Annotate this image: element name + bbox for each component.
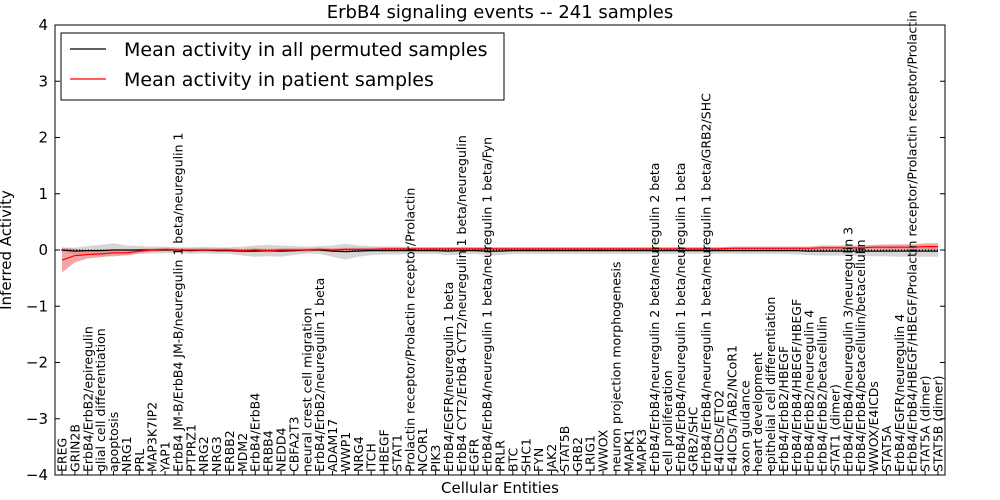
x-category-label: STAT5B (dimer) bbox=[931, 376, 946, 472]
x-category-label: glial cell differentiation bbox=[93, 328, 108, 472]
x-category-label: ErbB4/ErbB4/neuregulin 1 beta/neuregulin… bbox=[699, 93, 714, 472]
y-tick-label: −4 bbox=[26, 466, 48, 484]
chart-title: ErbB4 signaling events -- 241 samples bbox=[327, 2, 674, 23]
x-category-label: STAT5A bbox=[879, 425, 894, 472]
y-tick-label: 0 bbox=[38, 241, 48, 259]
x-category-label: LRIG1 bbox=[583, 435, 598, 472]
x-category-label: WWP1 bbox=[338, 432, 353, 472]
x-category-label: ErbB4/ErbB2/betacellulin bbox=[815, 316, 830, 472]
x-category-label: MAP3K7IP2 bbox=[145, 402, 160, 472]
x-category-label: BTC bbox=[505, 448, 520, 472]
x-category-label: PTPRZ1 bbox=[183, 424, 198, 472]
x-category-label: HBEGF bbox=[377, 429, 392, 472]
legend: Mean activity in all permuted samples Me… bbox=[60, 32, 505, 101]
y-tick-label: 1 bbox=[38, 185, 48, 203]
x-category-label: ADAM17 bbox=[325, 419, 340, 472]
x-category-label: ErbB4/ErbB4/neuregulin 1 beta/neuregulin… bbox=[673, 163, 688, 472]
x-category-label: ErbB4/EGFR/neuregulin 4 bbox=[892, 314, 907, 472]
x-category-label: ErbB4/ErbB2/neuregulin 4 bbox=[802, 310, 817, 472]
x-category-label: cell proliferation bbox=[660, 370, 675, 472]
line-patient bbox=[61, 246, 938, 261]
x-category-label: MAPK3 bbox=[634, 429, 649, 472]
x-category-label: E4ICDs/ETO2 bbox=[712, 390, 727, 472]
x-category-label: GRB2/SHC bbox=[686, 407, 701, 472]
x-category-label: neural crest cell migration bbox=[299, 308, 314, 472]
x-category-label: NCOR1 bbox=[415, 427, 430, 472]
y-tick-label: −3 bbox=[26, 410, 48, 428]
x-category-label: NRG3 bbox=[209, 436, 224, 472]
x-category-label: STAT5A (dimer) bbox=[918, 376, 933, 472]
x-category-label: YAP1 bbox=[158, 441, 173, 473]
x-category-label: ErbB4 CYT2/ErbB4 CYT2/neuregulin 1 beta/… bbox=[454, 135, 469, 472]
x-category-label: MAPK1 bbox=[621, 429, 636, 472]
x-category-label: FYN bbox=[531, 448, 546, 472]
legend-label-patient: Mean activity in patient samples bbox=[124, 69, 434, 91]
x-category-label: CBFA2T3 bbox=[286, 417, 301, 472]
x-category-label: ErbB4/ErbB4/HBEGF/HBEGF/Prolactin recept… bbox=[905, 10, 920, 472]
x-category-label: EGFR bbox=[467, 438, 482, 472]
y-tick-label: 3 bbox=[38, 72, 48, 90]
x-category-label: Prolactin receptor/Prolactin receptor/Pr… bbox=[402, 188, 417, 472]
x-category-label: ErbB4/ErbB4/HBEGF/HBEGF bbox=[789, 299, 804, 472]
x-category-label: NRG2 bbox=[196, 436, 211, 472]
x-category-label: ErbB4/ErbB2/neuregulin 1 beta bbox=[312, 278, 327, 472]
x-category-label: PIK3 bbox=[428, 445, 443, 472]
x-category-label: WWOX/E4ICDs bbox=[866, 381, 881, 472]
x-category-label: NRG1 bbox=[119, 436, 134, 472]
x-category-label: ErbB4/ErbB4/neuregulin 2 beta/neuregulin… bbox=[647, 163, 662, 472]
x-category-label: ErbB4/ErbB4 bbox=[248, 393, 263, 472]
x-category-label: epithelial cell differentiation bbox=[763, 297, 778, 472]
x-category-label: ITCH bbox=[364, 443, 379, 472]
x-category-label: ERBB4 bbox=[261, 430, 276, 472]
x-category-label: apoptosis bbox=[106, 412, 121, 472]
x-category-label: neuron projection morphogenesis bbox=[608, 261, 623, 472]
x-category-label: STAT1 bbox=[389, 434, 404, 472]
x-category-label: axon guidance bbox=[737, 380, 752, 472]
x-category-label: EREG bbox=[55, 438, 70, 472]
legend-label-permuted: Mean activity in all permuted samples bbox=[124, 39, 487, 61]
x-category-label: ErbB4/ErbB4/neuregulin 3/neuregulin 3 bbox=[840, 227, 855, 472]
x-category-label: GRIN2B bbox=[67, 424, 82, 472]
x-category-label: ErbB4/EGFR/neuregulin 1 beta bbox=[441, 282, 456, 472]
y-tick-label: −1 bbox=[26, 297, 48, 315]
x-category-label: E4ICDs/TAB2/NCoR1 bbox=[724, 345, 739, 472]
x-category-label: ErbB4/ErbB2/HBEGF bbox=[776, 346, 791, 472]
y-axis-label: Inferred Activity bbox=[0, 190, 15, 310]
x-category-label: MDM2 bbox=[235, 433, 250, 472]
x-category-label: ErbB4/ErbB2/epiregulin bbox=[80, 326, 95, 472]
x-category-label: GRB2 bbox=[570, 437, 585, 472]
x-category-label: NEDD4 bbox=[274, 428, 289, 472]
x-category-label: JAK2 bbox=[544, 444, 559, 473]
x-category-label: WWOX bbox=[596, 429, 611, 472]
y-tick-label: 4 bbox=[38, 16, 48, 34]
x-category-label: STAT5B bbox=[557, 426, 572, 472]
x-category-label: ErbB4/ErbB4/neuregulin 1 beta/neuregulin… bbox=[480, 137, 495, 472]
x-category-label: ErbB4/ErbB4/betacellulin/betacellulin bbox=[853, 239, 868, 472]
x-axis-label: Cellular Entities bbox=[441, 479, 559, 497]
x-category-label: ERBB2 bbox=[222, 430, 237, 472]
x-category-label: SHC1 bbox=[518, 438, 533, 472]
y-tick-label: −2 bbox=[26, 354, 48, 372]
x-category-label: PRLR bbox=[493, 440, 508, 472]
x-category-label: heart development bbox=[750, 352, 765, 472]
x-category-label: NRG4 bbox=[351, 436, 366, 472]
x-category-label: PRL bbox=[132, 449, 147, 472]
x-category-label: STAT1 (dimer) bbox=[827, 384, 842, 472]
x-category-label: ErbB4 JM-B/ErbB4 JM-B/neuregulin 1 beta/… bbox=[170, 133, 185, 472]
y-tick-label: 2 bbox=[38, 129, 48, 147]
